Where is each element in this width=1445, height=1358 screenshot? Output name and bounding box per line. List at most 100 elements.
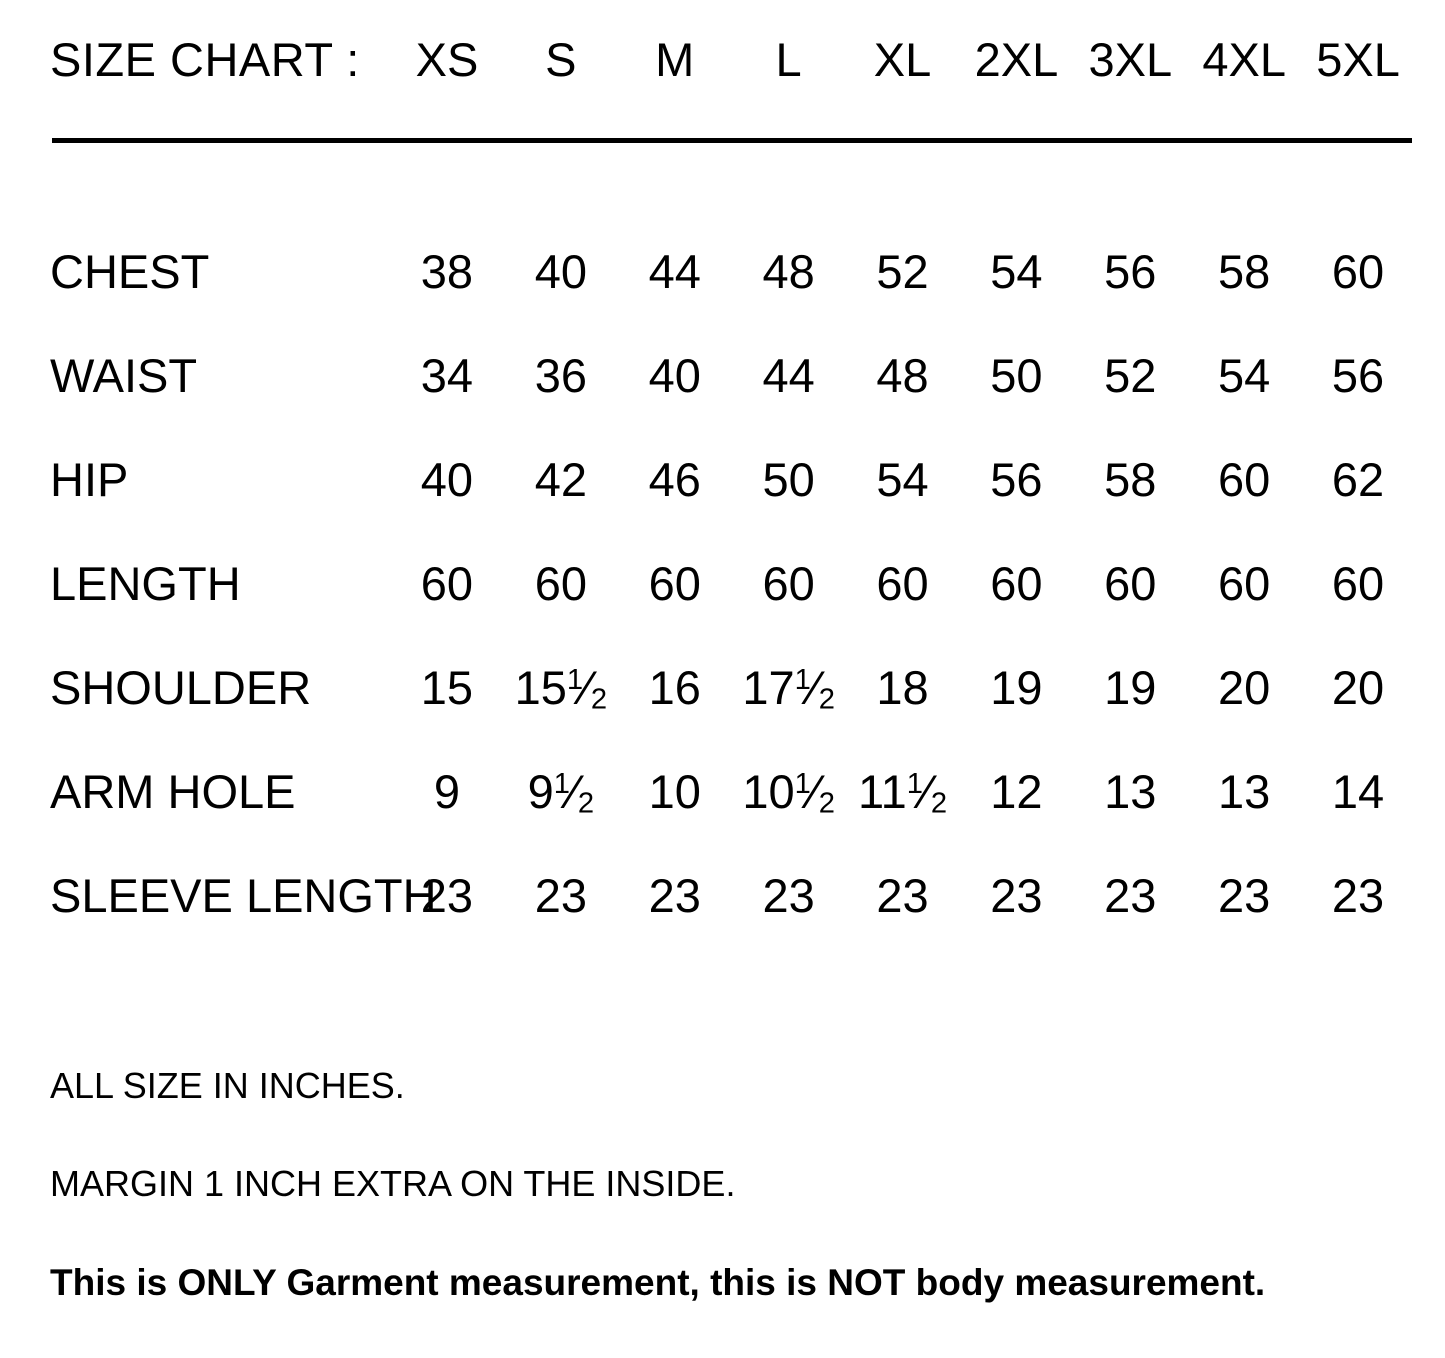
row-values: 15 151⁄2 16 171⁄2 18 19 19 20 20	[390, 664, 1415, 714]
measurement-value: 40	[421, 456, 473, 503]
measurement-cell: 111⁄2	[846, 765, 960, 818]
measurement-value: 52	[876, 248, 928, 295]
measurement-value: 171⁄2	[742, 664, 835, 714]
fraction: 1⁄2	[553, 765, 594, 818]
measurement-value: 56	[1332, 352, 1384, 399]
measurement-whole: 62	[1331, 453, 1385, 506]
measurement-value: 46	[649, 456, 701, 503]
footer-note: This is ONLY Garment measurement, this i…	[50, 1262, 1266, 1303]
fraction-denominator: 2	[930, 787, 948, 820]
size-header-cells: XS S M L XL 2XL 3XL 4XL 5XL	[390, 36, 1415, 83]
measurement-value: 60	[762, 560, 814, 607]
measurements-table: CHEST 38 40 44 48 52 54 56 58 60 WAIST 34 36 40 44 48 50…	[50, 248, 1415, 976]
fraction-solidus-icon: ⁄	[810, 765, 819, 818]
header-divider-rule	[52, 138, 1412, 143]
fraction-denominator: 2	[577, 787, 595, 820]
measurement-whole: 10	[648, 765, 701, 818]
measurement-cell: 38	[390, 248, 504, 295]
measurement-whole: 58	[1104, 453, 1157, 506]
measurement-cell: 50	[732, 456, 846, 503]
measurement-cell: 19	[1073, 664, 1187, 711]
measurement-whole: 19	[1104, 661, 1157, 714]
measurement-cell: 36	[504, 352, 618, 399]
measurement-whole: 13	[1218, 765, 1271, 818]
measurement-value: 54	[1218, 352, 1270, 399]
measurement-whole: 50	[990, 349, 1043, 402]
measurement-value: 19	[1104, 664, 1156, 711]
measurement-cell: 60	[1301, 560, 1415, 607]
fraction-denominator: 2	[818, 683, 835, 716]
measurement-value: 18	[876, 664, 928, 711]
measurement-cell: 23	[846, 872, 960, 919]
measurement-value: 111⁄2	[858, 765, 947, 818]
measurement-cell: 44	[732, 352, 846, 399]
measurement-value: 23	[762, 872, 814, 919]
measurement-cell: 58	[1073, 456, 1187, 503]
table-row: SHOULDER 15 151⁄2 16 171⁄2 18 19 19 20 20	[50, 664, 1415, 768]
measurement-value: 50	[990, 352, 1042, 399]
fraction: 1⁄2	[906, 765, 947, 818]
measurement-cell: 60	[1073, 560, 1187, 607]
measurement-whole: 52	[1104, 349, 1157, 402]
measurement-cell: 40	[390, 456, 504, 503]
size-header-2xl: 2XL	[974, 33, 1059, 86]
table-row: WAIST 34 36 40 44 48 50 52 54 56	[50, 352, 1415, 456]
measurement-value: 23	[1332, 872, 1384, 919]
fraction-numerator: 1	[906, 767, 923, 800]
measurement-whole: 60	[1218, 557, 1271, 610]
measurement-cell: 23	[390, 872, 504, 919]
measurement-cell: 101⁄2	[732, 765, 846, 818]
measurement-whole: 50	[762, 453, 815, 506]
measurement-value: 60	[1218, 456, 1270, 503]
row-values: 38 40 44 48 52 54 56 58 60	[390, 248, 1415, 295]
row-label-hip: HIP	[50, 453, 129, 506]
measurement-cell: 58	[1187, 248, 1301, 295]
measurement-whole: 48	[876, 349, 929, 402]
measurement-cell: 60	[390, 560, 504, 607]
fraction: 1⁄2	[567, 664, 607, 714]
measurement-whole: 60	[648, 557, 701, 610]
measurement-cell: 23	[959, 872, 1073, 919]
measurement-cell: 60	[504, 560, 618, 607]
measurement-cell: 20	[1187, 664, 1301, 711]
measurement-value: 36	[535, 352, 587, 399]
measurement-value: 23	[990, 872, 1042, 919]
measurement-whole: 13	[1104, 765, 1157, 818]
table-row: LENGTH 60 60 60 60 60 60 60 60 60	[50, 560, 1415, 664]
measurement-cell: 60	[1187, 560, 1301, 607]
measurement-value: 54	[990, 248, 1042, 295]
footer-note: MARGIN 1 INCH EXTRA ON THE INSIDE.	[50, 1163, 736, 1204]
measurement-cell: 60	[1301, 248, 1415, 295]
size-header-xl: XL	[873, 33, 932, 86]
measurement-value: 15	[421, 664, 473, 711]
measurement-value: 60	[1332, 248, 1384, 295]
measurement-value: 20	[1218, 664, 1270, 711]
measurement-whole: 40	[420, 453, 474, 506]
measurement-cell: 52	[846, 248, 960, 295]
measurement-value: 23	[876, 872, 928, 919]
measurement-cell: 13	[1187, 768, 1301, 815]
measurement-cell: 60	[618, 560, 732, 607]
measurement-cell: 34	[390, 352, 504, 399]
measurement-whole: 58	[1218, 245, 1271, 298]
measurement-cell: 9	[390, 768, 504, 815]
fraction-solidus-icon: ⁄	[569, 765, 578, 818]
measurement-value: 44	[762, 352, 814, 399]
fraction-numerator: 1	[553, 767, 570, 800]
measurement-value: 62	[1332, 456, 1384, 503]
measurement-cell: 20	[1301, 664, 1415, 711]
footer-notes: ALL SIZE IN INCHES. MARGIN 1 INCH EXTRA O…	[50, 1068, 1410, 1303]
measurement-value: 23	[421, 872, 473, 919]
measurement-value: 19	[990, 664, 1042, 711]
measurement-cell: 44	[618, 248, 732, 295]
measurement-whole: 38	[420, 245, 474, 298]
measurement-value: 23	[1104, 872, 1156, 919]
measurement-value: 60	[649, 560, 701, 607]
measurement-whole: 60	[876, 557, 929, 610]
table-row: SLEEVE LENGTH 23 23 23 23 23 23 23 23 23	[50, 872, 1415, 976]
measurement-whole: 12	[990, 765, 1043, 818]
fraction-solidus-icon: ⁄	[922, 765, 931, 818]
measurement-value: 20	[1332, 664, 1384, 711]
measurement-whole: 20	[1218, 661, 1271, 714]
